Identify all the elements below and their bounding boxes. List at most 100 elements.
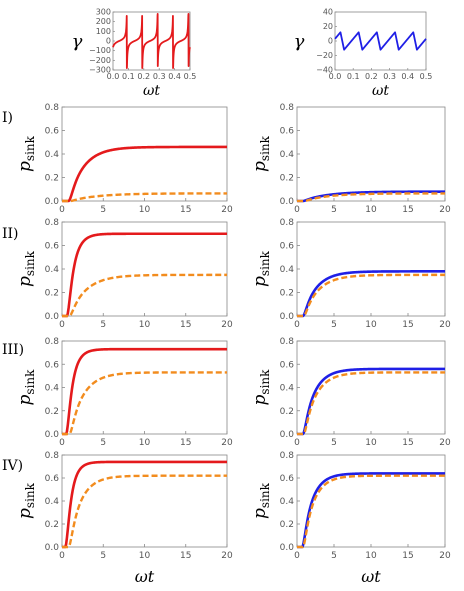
y-tick-label: 0.4	[280, 384, 295, 394]
y-tick-label: 0.8	[280, 451, 295, 461]
panel-I-right: 0.0 0.2 0.4 0.6 0.8 0 5 10 15 20 psink	[250, 103, 451, 215]
y-tick-label: 0.0	[280, 197, 295, 207]
y-tick-label: 0.8	[45, 337, 60, 347]
y-tick-label: 100	[96, 27, 111, 36]
y-axis-label: psink	[250, 369, 272, 406]
series-line-dashed	[296, 192, 446, 203]
y-tick-label: 0.2	[45, 174, 59, 184]
x-tick-label: 0	[59, 551, 65, 561]
series-line-solid	[61, 145, 228, 203]
y-tick-label: −100	[89, 46, 111, 55]
y-tick-label: 20	[323, 22, 333, 31]
y-tick-label: 0.6	[280, 242, 295, 252]
row-label: IV)	[2, 458, 23, 474]
x-tick-label: 20	[439, 438, 451, 448]
x-tick-label: 5	[100, 205, 106, 215]
x-tick-label: 20	[221, 320, 233, 330]
x-tick-label: 15	[402, 551, 413, 561]
y-tick-label: 0.2	[45, 407, 59, 417]
series-line-solid	[61, 232, 228, 318]
plot-frame	[296, 106, 446, 202]
y-tick-label: 0.2	[280, 174, 294, 184]
row-label: I)	[2, 110, 13, 126]
x-tick-label: 0	[294, 205, 300, 215]
y-tick-label: 300	[96, 8, 111, 17]
x-tick-label: 10	[365, 551, 377, 561]
x-axis-label: ωt	[372, 83, 389, 99]
y-tick-label: 0.6	[45, 242, 60, 252]
x-tick-label: 5	[331, 551, 337, 561]
y-tick-label: 0	[328, 37, 333, 46]
x-tick-label: 5	[100, 320, 106, 330]
plot-frame	[61, 454, 228, 548]
panel-gamma-right: 40 20 0 −20 −400.0 0.1 0.2 0.3 0.4 0.5 γ ωt	[294, 8, 433, 100]
y-tick-label: 0.0	[280, 430, 295, 440]
row-label: III)	[2, 342, 24, 358]
y-tick-label: −200	[89, 56, 111, 65]
y-tick-label: 0.8	[280, 337, 295, 347]
x-tick-label: 5	[331, 320, 337, 330]
series-line-dashed	[61, 273, 228, 318]
y-tick-label: 0.6	[280, 360, 295, 370]
x-tick-label: 10	[365, 438, 377, 448]
x-tick-label: 0	[59, 205, 65, 215]
y-axis-label: psink	[15, 135, 37, 172]
x-tick-label: 0.2	[137, 72, 150, 81]
x-tick-label: 15	[402, 438, 413, 448]
y-tick-label: 0.4	[280, 497, 295, 507]
series-line-dashed	[296, 273, 446, 318]
x-tick-label: 10	[139, 205, 151, 215]
x-tick-label: 15	[180, 320, 191, 330]
plot-frame	[296, 454, 446, 548]
y-axis-label: psink	[15, 250, 37, 287]
gamma-series-line	[112, 13, 191, 69]
gamma-series-line	[334, 31, 427, 51]
x-tick-label: 0.1	[347, 72, 360, 81]
y-tick-label: 0.2	[45, 289, 59, 299]
x-tick-label: 10	[139, 320, 151, 330]
plot-frame	[334, 11, 427, 71]
y-tick-label: 0.8	[280, 103, 295, 113]
x-tick-label: 20	[221, 551, 233, 561]
x-tick-label: 5	[100, 438, 106, 448]
x-tick-label: 10	[365, 320, 377, 330]
y-tick-label: 0.0	[280, 312, 295, 322]
plot-frame	[296, 340, 446, 435]
x-tick-label: 0.0	[329, 72, 342, 81]
y-tick-label: 200	[96, 17, 111, 26]
y-axis-label: psink	[15, 482, 37, 519]
x-tick-label: 10	[139, 438, 151, 448]
x-axis-label: ωt	[143, 83, 160, 99]
series-line-solid	[61, 347, 228, 436]
y-tick-label: 0.2	[280, 520, 294, 530]
x-tick-label: 5	[100, 551, 106, 561]
y-tick-label: 0.8	[280, 218, 295, 228]
y-tick-label: 40	[323, 8, 333, 17]
plot-frame	[296, 221, 446, 317]
y-axis-label: psink	[250, 482, 272, 519]
y-tick-label: 0.0	[45, 543, 60, 553]
x-tick-label: 10	[139, 551, 151, 561]
series-line-solid	[61, 460, 228, 549]
x-tick-label: 20	[439, 320, 451, 330]
y-tick-label: 0.6	[45, 474, 60, 484]
y-tick-label: 0.8	[45, 103, 60, 113]
y-tick-label: 0.4	[280, 150, 295, 160]
series-line-dashed	[61, 474, 228, 549]
y-tick-label: 0.2	[280, 289, 294, 299]
y-tick-label: 0.6	[45, 360, 60, 370]
x-tick-label: 20	[221, 205, 233, 215]
x-tick-label: 20	[439, 205, 451, 215]
series-line-solid	[296, 190, 446, 203]
y-tick-label: 0.8	[45, 218, 60, 228]
series-line-dashed	[61, 371, 228, 436]
panel-IV-right: 0.0 0.2 0.4 0.6 0.8 0 5 10 15 20 psink	[250, 451, 451, 561]
panel-III-left: 0.0 0.2 0.4 0.6 0.8 0 5 10 15 20 psink	[15, 337, 233, 448]
y-tick-label: 0.4	[45, 497, 60, 507]
x-tick-label: 0.4	[168, 72, 181, 81]
panel-IV-left: 0.0 0.2 0.4 0.6 0.8 0 5 10 15 20 psink	[15, 451, 233, 561]
x-tick-label: 15	[180, 205, 191, 215]
x-tick-label: 0.3	[383, 72, 396, 81]
